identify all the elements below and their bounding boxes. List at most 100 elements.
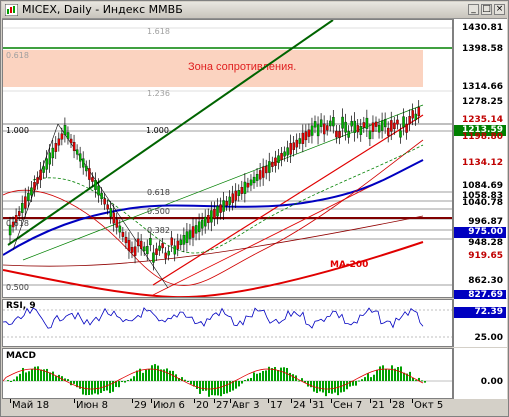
candle-body (353, 120, 356, 133)
macd-histogram-bar (148, 368, 150, 381)
close-button[interactable]: × (494, 4, 505, 15)
candle-body (185, 231, 189, 243)
macd-histogram-bar (136, 370, 138, 381)
price-level-label: 948.28 (468, 238, 503, 248)
macd-histogram-bar (142, 372, 144, 381)
candle-body (326, 125, 329, 131)
candle-body (313, 121, 317, 128)
candle-body (350, 120, 353, 127)
candle-body (17, 211, 21, 216)
candle-body (268, 161, 271, 173)
macd-histogram-bar (256, 373, 258, 381)
macd-histogram-bar (379, 366, 381, 381)
macd-histogram-bar (268, 366, 270, 381)
candle-body (377, 124, 381, 133)
candle-body (210, 210, 213, 223)
rsi-canvas (3, 307, 452, 338)
macd-scale[interactable]: 0.00 (453, 348, 507, 399)
macd-histogram-bar (112, 381, 114, 392)
macd-histogram-bar (100, 381, 102, 393)
candle-body (249, 179, 253, 186)
candle-body (393, 122, 396, 130)
candle-body (8, 224, 12, 236)
macd-histogram-bar (247, 378, 249, 381)
candle-body (139, 240, 143, 249)
date-label: 17 (270, 400, 283, 411)
macd-histogram-bar (232, 381, 234, 391)
candle-body (402, 116, 405, 128)
time-axis[interactable]: Май 18 Июн 8 29 Июл 6 20 27 Авг 3 17 24 … (2, 399, 507, 414)
macd-pane[interactable]: MACD (2, 348, 453, 399)
candle-body (243, 181, 247, 194)
candle-body (387, 127, 390, 136)
rsi-level-label: 72.39 (454, 307, 506, 318)
macd-histogram-bar (55, 376, 57, 381)
macd-histogram-bar (349, 381, 351, 387)
macd-histogram-bar (10, 381, 12, 382)
candle-body (411, 110, 414, 119)
macd-histogram-bar (193, 381, 195, 387)
ma-line (32, 144, 424, 254)
candle-body (11, 221, 15, 228)
minimize-button[interactable]: _ (468, 4, 479, 15)
macd-histogram-bar (235, 381, 237, 389)
candle-body (414, 113, 417, 121)
macd-histogram-bar (382, 365, 384, 381)
rsi-pane[interactable]: RSI, 9 (2, 299, 453, 347)
date-label: Июл 6 (153, 400, 185, 411)
macd-histogram-bar (397, 367, 399, 381)
macd-histogram-bar (259, 372, 261, 381)
macd-histogram-bar (16, 376, 18, 381)
rsi-scale[interactable]: 72.39 25.00 (453, 299, 507, 347)
candle-body (42, 166, 45, 173)
macd-histogram-bar (190, 381, 192, 385)
candle-body (36, 177, 39, 184)
candle-body (158, 245, 161, 251)
title-bar[interactable]: MICEX, Daily - Индекс ММВБ _ □ × (2, 2, 507, 19)
macd-histogram-bar (388, 369, 390, 381)
macd-histogram-bar (79, 381, 81, 389)
candle-body (344, 121, 347, 133)
candle-body (240, 186, 244, 194)
macd-histogram-bar (34, 366, 36, 381)
macd-histogram-bar (58, 374, 60, 381)
macd-histogram-bar (166, 368, 168, 381)
price-chart-pane[interactable]: Зона сопротивления. 1.618 1.236 1.000 0.… (2, 19, 453, 298)
ma-line (3, 139, 424, 286)
fib-label: 0.618 (6, 51, 29, 60)
candle-body (167, 250, 170, 256)
candle-body (271, 161, 274, 167)
candle-body (283, 151, 286, 157)
restore-button[interactable]: □ (481, 4, 492, 15)
fib-label: 0.382 (147, 226, 170, 235)
macd-histogram-bar (220, 381, 222, 397)
price-level-label: 1430.81 (462, 23, 503, 33)
candle-body (118, 225, 122, 233)
candle-body (200, 219, 204, 229)
macd-histogram-bar (205, 381, 207, 391)
candle-body (85, 165, 88, 172)
date-label: 31 (312, 400, 325, 411)
fib-label: 1.000 (146, 126, 169, 135)
candle-body (338, 131, 341, 139)
candle-body (72, 142, 76, 151)
macd-histogram-bar (355, 381, 357, 386)
candle-body (60, 133, 64, 140)
fib-label: 1.618 (147, 27, 170, 36)
macd-histogram-bar (244, 380, 246, 382)
macd-histogram-bar (226, 381, 228, 394)
candle-body (82, 158, 85, 168)
candle-body (24, 196, 27, 209)
price-scale[interactable]: 1430.81 1398.58 1314.66 1278.25 1235.14 … (453, 19, 507, 301)
macd-histogram-bar (133, 376, 135, 381)
candle-body (396, 119, 399, 125)
candle-body (14, 215, 18, 223)
candle-body (374, 121, 378, 127)
candle-body (292, 142, 295, 150)
macd-histogram-bar (178, 378, 180, 381)
macd-histogram-bar (274, 367, 276, 381)
rsi-line (3, 307, 424, 329)
macd-histogram-bar (211, 381, 213, 396)
rsi-title: RSI, 9 (6, 301, 36, 311)
